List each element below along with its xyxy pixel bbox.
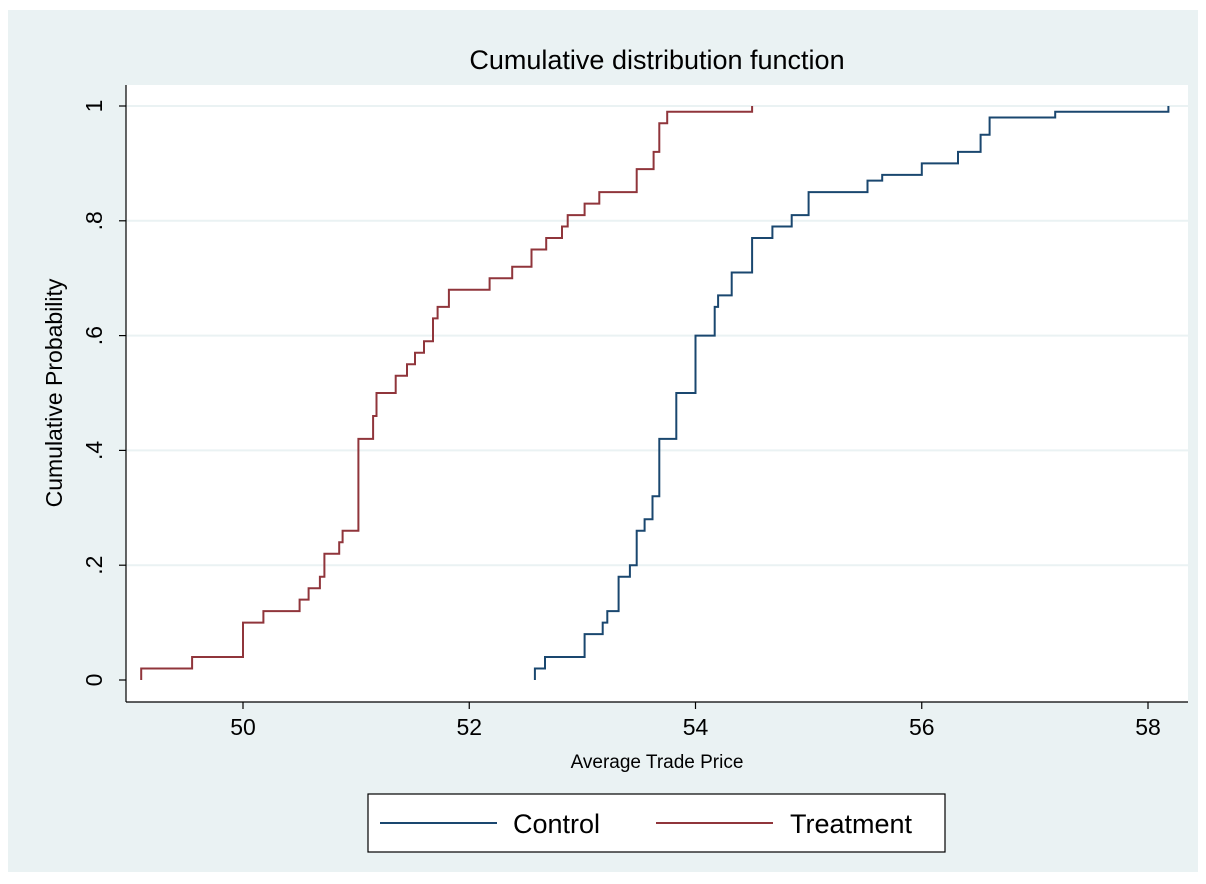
y-tick-label: .4 (81, 441, 107, 460)
x-tick-label: 54 (683, 714, 709, 740)
series-layer (140, 106, 1170, 680)
y-axis-ticks: 0 .2 .4 .6 .8 1 (81, 100, 126, 687)
x-tick-label: 52 (456, 714, 482, 740)
legend-label-treatment: Treatment (790, 809, 913, 839)
x-tick-label: 50 (230, 714, 256, 740)
legend: Control Treatment (367, 793, 946, 853)
legend-label-control: Control (513, 809, 600, 839)
y-tick-label: .6 (81, 326, 107, 345)
x-tick-label: 56 (909, 714, 935, 740)
y-tick-label: .2 (81, 556, 107, 575)
chart-title: Cumulative distribution function (469, 45, 844, 75)
y-tick-label: 1 (81, 100, 107, 113)
x-tick-label: 58 (1135, 714, 1161, 740)
grid-lines (126, 105, 1188, 567)
x-axis-title: Average Trade Price (571, 752, 744, 773)
series-line-treatment (140, 106, 754, 680)
x-axis-ticks: 50 52 54 56 58 (230, 702, 1161, 740)
y-tick-label: 0 (81, 674, 107, 687)
series-line-control (533, 106, 1170, 680)
y-tick-label: .8 (81, 211, 107, 230)
plot-area (126, 85, 1188, 702)
y-axis-title: Cumulative Probability (41, 278, 67, 507)
